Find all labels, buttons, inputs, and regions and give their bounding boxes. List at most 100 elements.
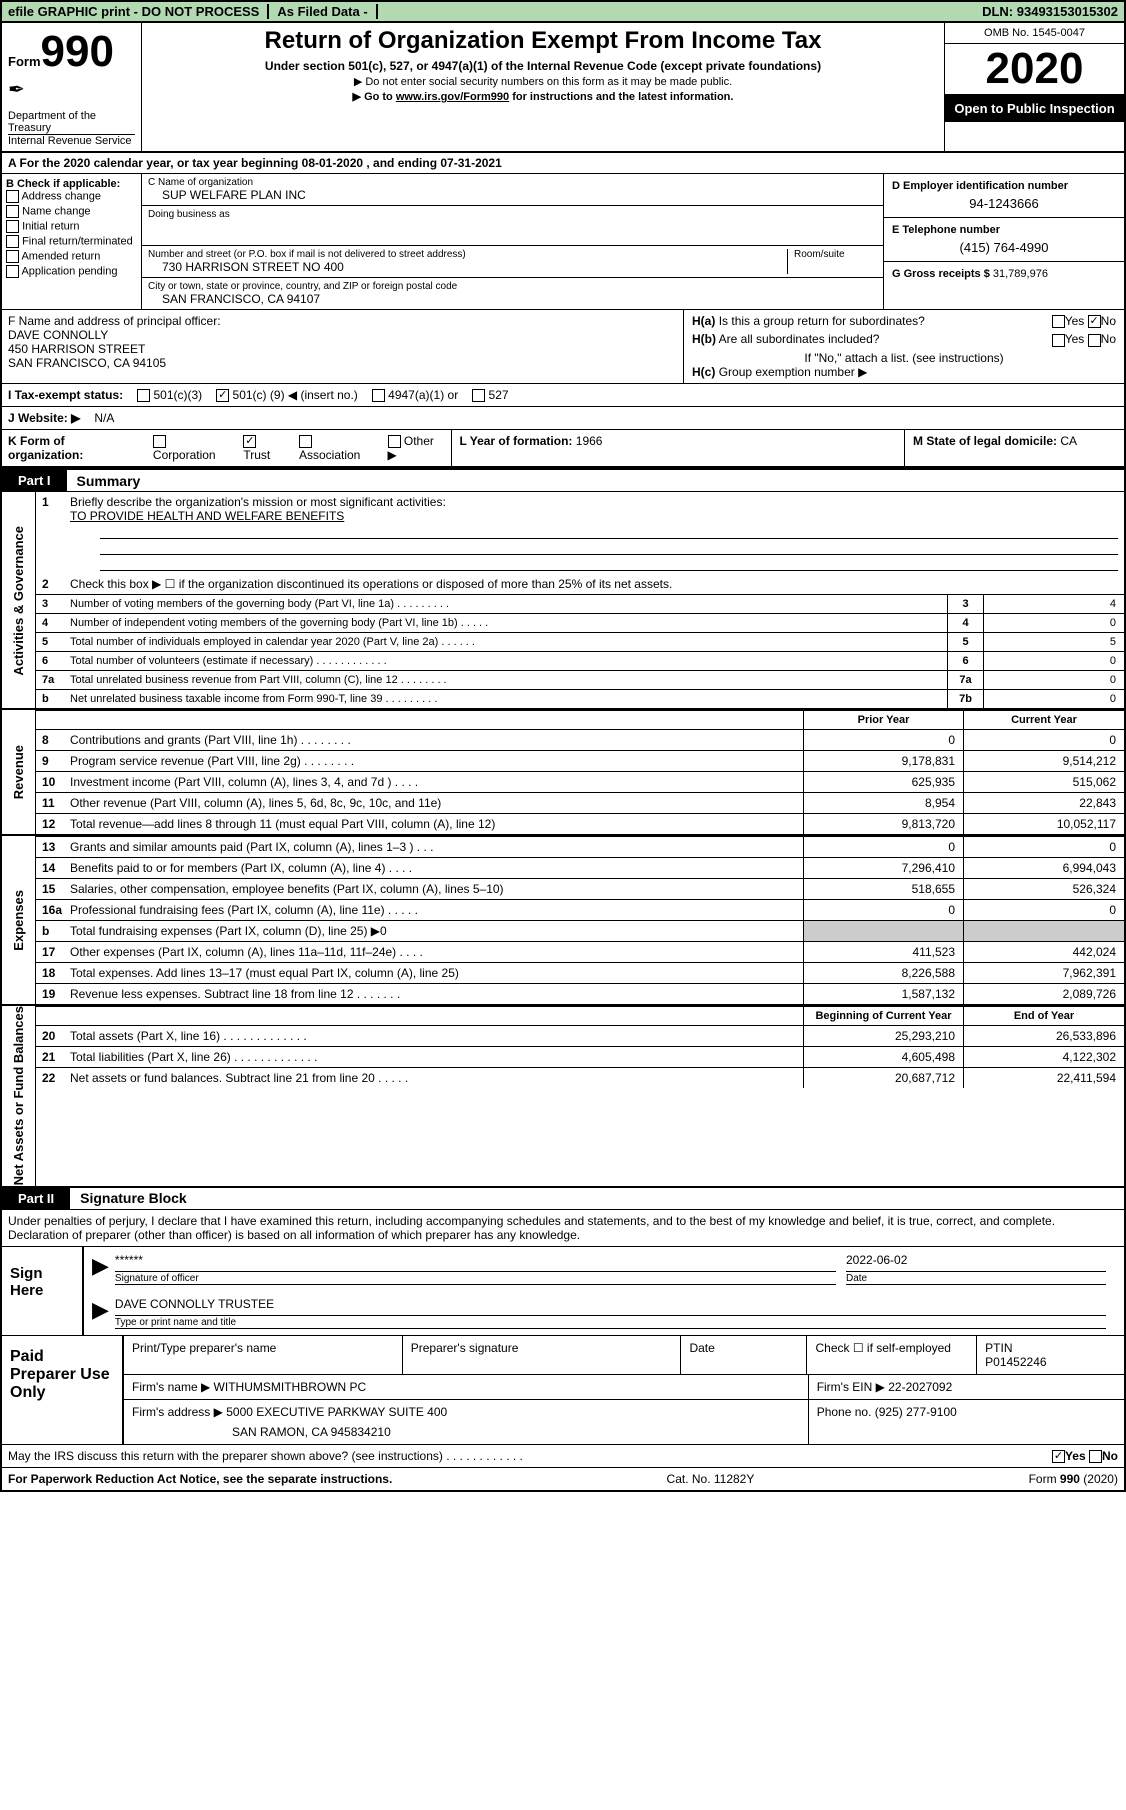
net-rows: 20Total assets (Part X, line 16) . . . .… bbox=[36, 1025, 1124, 1088]
hint-link: ▶ Go to www.irs.gov/Form990 for instruct… bbox=[150, 90, 936, 103]
form-subtitle: Under section 501(c), 527, or 4947(a)(1)… bbox=[150, 59, 936, 73]
revenue-section: Revenue Prior Year Current Year 8Contrib… bbox=[2, 708, 1124, 834]
end-year-hdr: End of Year bbox=[964, 1007, 1124, 1025]
section-fh: F Name and address of principal officer:… bbox=[2, 310, 1124, 384]
org-name-cell: C Name of organization SUP WELFARE PLAN … bbox=[142, 174, 883, 206]
as-filed-text: As Filed Data - bbox=[277, 4, 377, 19]
side-revenue: Revenue bbox=[2, 710, 36, 834]
col-h: H(a) Is this a group return for subordin… bbox=[684, 310, 1124, 383]
address-cell: Number and street (or P.O. box if mail i… bbox=[142, 246, 883, 278]
form-title: Return of Organization Exempt From Incom… bbox=[150, 27, 936, 55]
table-row: 13Grants and similar amounts paid (Part … bbox=[36, 836, 1124, 857]
principal-officer: F Name and address of principal officer:… bbox=[2, 310, 684, 383]
section-bcd: B Check if applicable: Address change Na… bbox=[2, 174, 1124, 310]
gross-receipts: 31,789,976 bbox=[993, 268, 1048, 280]
revenue-header: Prior Year Current Year bbox=[36, 710, 1124, 729]
col-c: C Name of organization SUP WELFARE PLAN … bbox=[142, 174, 884, 309]
table-row: 10Investment income (Part VIII, column (… bbox=[36, 771, 1124, 792]
firm-ein: 22-2027092 bbox=[888, 1380, 952, 1394]
sign-here-block: Sign Here ▶ ****** Signature of officer … bbox=[2, 1247, 1124, 1336]
part-2-header: Part II Signature Block bbox=[2, 1186, 1124, 1210]
irs-text: Internal Revenue Service bbox=[8, 135, 135, 147]
h-b: H(b) Are all subordinates included? Yes … bbox=[692, 332, 1116, 346]
cb-4947[interactable] bbox=[372, 389, 385, 402]
revenue-rows: 8Contributions and grants (Part VIII, li… bbox=[36, 729, 1124, 834]
ha-yes[interactable] bbox=[1052, 315, 1065, 328]
part-1-header: Part I Summary bbox=[2, 468, 1124, 492]
cat-no: Cat. No. 11282Y bbox=[667, 1472, 755, 1486]
sign-here-label: Sign Here bbox=[2, 1247, 82, 1335]
gross-receipts-cell: G Gross receipts $ 31,789,976 bbox=[884, 262, 1124, 286]
cb-corp[interactable] bbox=[153, 435, 166, 448]
discuss-yes[interactable]: ✓ bbox=[1052, 1450, 1065, 1463]
org-name: SUP WELFARE PLAN INC bbox=[148, 188, 877, 202]
cb-amended-return[interactable]: Amended return bbox=[6, 250, 137, 263]
telephone: (415) 764-4990 bbox=[892, 240, 1116, 255]
dba-cell: Doing business as bbox=[142, 206, 883, 246]
firm-phone: (925) 277-9100 bbox=[875, 1405, 957, 1419]
preparer-row-2: Firm's name ▶ WITHUMSMITHBROWN PC Firm's… bbox=[124, 1375, 1124, 1400]
cb-501c3[interactable] bbox=[137, 389, 150, 402]
expenses-rows: 13Grants and similar amounts paid (Part … bbox=[36, 836, 1124, 1004]
part-1-title: Summary bbox=[67, 473, 141, 489]
line-klm: K Form of organization: Corporation ✓ Tr… bbox=[2, 430, 1124, 468]
cb-trust[interactable]: ✓ bbox=[243, 435, 256, 448]
ha-no[interactable]: ✓ bbox=[1088, 315, 1101, 328]
h-b-hint: If "No," attach a list. (see instruction… bbox=[692, 351, 1116, 365]
hint-ssn: ▶ Do not enter social security numbers o… bbox=[150, 75, 936, 88]
col-b: B Check if applicable: Address change Na… bbox=[2, 174, 142, 309]
omb-number: OMB No. 1545-0047 bbox=[945, 23, 1124, 44]
discuss-no[interactable] bbox=[1089, 1450, 1102, 1463]
table-row: 12Total revenue—add lines 8 through 11 (… bbox=[36, 813, 1124, 834]
cb-address-change[interactable]: Address change bbox=[6, 190, 137, 203]
cb-501c[interactable]: ✓ bbox=[216, 389, 229, 402]
paid-preparer-block: Paid Preparer Use Only Print/Type prepar… bbox=[2, 1336, 1124, 1445]
cb-final-return[interactable]: Final return/terminated bbox=[6, 235, 137, 248]
cb-other[interactable] bbox=[388, 435, 401, 448]
net-assets-section: Net Assets or Fund Balances Beginning of… bbox=[2, 1004, 1124, 1185]
cb-initial-return[interactable]: Initial return bbox=[6, 220, 137, 233]
hb-no[interactable] bbox=[1088, 334, 1101, 347]
cb-527[interactable] bbox=[472, 389, 485, 402]
cb-application-pending[interactable]: Application pending bbox=[6, 265, 137, 278]
beginning-year-hdr: Beginning of Current Year bbox=[804, 1007, 964, 1025]
cb-name-change[interactable]: Name change bbox=[6, 205, 137, 218]
header-middle: Return of Organization Exempt From Incom… bbox=[142, 23, 944, 151]
table-row: 9Program service revenue (Part VIII, lin… bbox=[36, 750, 1124, 771]
ptin: P01452246 bbox=[985, 1355, 1046, 1369]
dept-text: Department of the Treasury bbox=[8, 110, 135, 135]
efile-text: efile GRAPHIC print - DO NOT PROCESS bbox=[8, 4, 269, 19]
seal-icon: ✒ bbox=[8, 77, 135, 102]
ein-cell: D Employer identification number 94-1243… bbox=[884, 174, 1124, 218]
irs-link[interactable]: www.irs.gov/Form990 bbox=[396, 91, 509, 103]
tax-year: 2020 bbox=[945, 44, 1124, 95]
state-domicile: M State of legal domicile: CA bbox=[904, 430, 1124, 466]
mission-text: TO PROVIDE HEALTH AND WELFARE BENEFITS bbox=[70, 509, 1118, 523]
expenses-section: Expenses 13Grants and similar amounts pa… bbox=[2, 834, 1124, 1004]
table-row: bTotal fundraising expenses (Part IX, co… bbox=[36, 920, 1124, 941]
table-row: 14Benefits paid to or for members (Part … bbox=[36, 857, 1124, 878]
table-row: 17Other expenses (Part IX, column (A), l… bbox=[36, 941, 1124, 962]
h-c: H(c) Group exemption number ▶ bbox=[692, 365, 1116, 379]
firm-name: WITHUMSMITHBROWN PC bbox=[214, 1380, 367, 1394]
officer-name-line: ▶ DAVE CONNOLLY TRUSTEE Type or print na… bbox=[84, 1291, 1124, 1335]
form-header: Form990 ✒ Department of the Treasury Int… bbox=[2, 23, 1124, 153]
table-row: 7aTotal unrelated business revenue from … bbox=[36, 670, 1124, 689]
ein: 94-1243666 bbox=[892, 196, 1116, 211]
table-row: 19Revenue less expenses. Subtract line 1… bbox=[36, 983, 1124, 1004]
cb-assoc[interactable] bbox=[299, 435, 312, 448]
preparer-row-3: Firm's address ▶ 5000 EXECUTIVE PARKWAY … bbox=[124, 1400, 1124, 1444]
table-row: 18Total expenses. Add lines 13–17 (must … bbox=[36, 962, 1124, 983]
part-1-tag: Part I bbox=[2, 470, 67, 491]
line-1: 1 Briefly describe the organization's mi… bbox=[36, 492, 1124, 574]
table-row: 6Total number of volunteers (estimate if… bbox=[36, 651, 1124, 670]
year-formation: L Year of formation: 1966 bbox=[451, 430, 905, 466]
header-left: Form990 ✒ Department of the Treasury Int… bbox=[2, 23, 142, 151]
signature-line: ▶ ****** Signature of officer 2022-06-02… bbox=[84, 1247, 1124, 1291]
table-row: 11Other revenue (Part VIII, column (A), … bbox=[36, 792, 1124, 813]
line-j: J Website: ▶ N/A bbox=[2, 407, 1124, 430]
hb-yes[interactable] bbox=[1052, 334, 1065, 347]
dln: DLN: 93493153015302 bbox=[982, 4, 1118, 19]
form-990-page: efile GRAPHIC print - DO NOT PROCESS As … bbox=[0, 0, 1126, 1492]
paid-preparer-label: Paid Preparer Use Only bbox=[2, 1336, 122, 1444]
